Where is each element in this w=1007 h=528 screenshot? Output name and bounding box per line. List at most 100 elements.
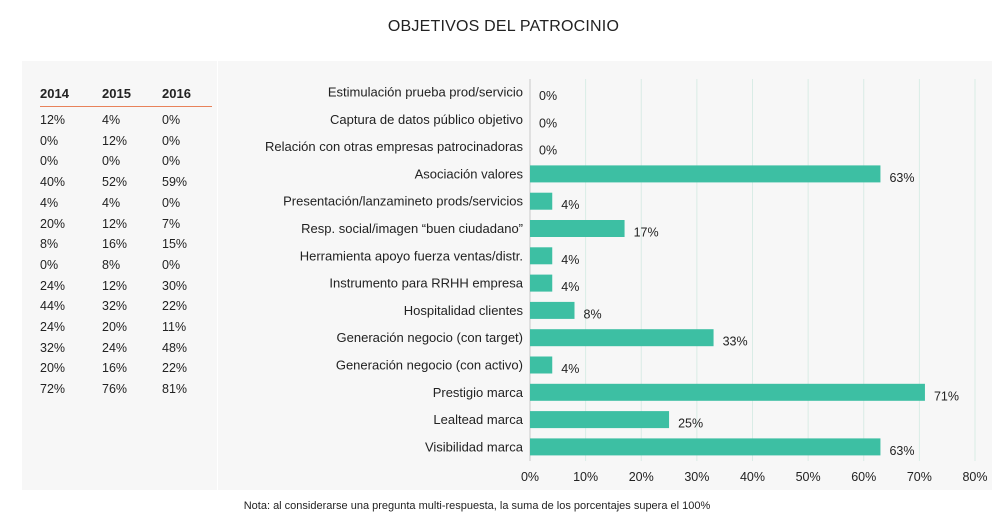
table-row: 8% 16% 15%: [40, 237, 212, 258]
header-2015: 2015: [102, 86, 131, 101]
header-2014: 2014: [40, 86, 69, 101]
table-cell: 4%: [102, 113, 121, 127]
table-row: 24% 12% 30%: [40, 279, 212, 300]
data-label: 4%: [561, 280, 579, 294]
chart-title: OBJETIVOS DEL PATROCINIO: [387, 18, 620, 35]
category-label: Generación negocio (con activo): [336, 358, 523, 373]
table-cell: 52%: [102, 175, 128, 190]
category-label: Herramienta apoyo fuerza ventas/distr.: [300, 248, 523, 263]
table-cell: 22%: [162, 361, 188, 376]
table-cell: 22%: [162, 299, 188, 314]
x-tick-label: 10%: [573, 470, 598, 484]
header-2016: 2016: [162, 86, 191, 101]
data-label: 17%: [634, 226, 659, 240]
category-label: Instrumento para RRHH empresa: [329, 276, 523, 291]
table-cell: 15%: [162, 237, 188, 252]
data-label: 0%: [539, 144, 557, 158]
table-cell: 0%: [40, 154, 59, 169]
table-cell: 0%: [162, 154, 181, 169]
table-cell: 24%: [40, 278, 66, 293]
table-row: 20% 16% 22%: [40, 361, 212, 382]
table-cell: 0%: [162, 195, 181, 210]
bar: [530, 220, 625, 237]
x-tick-label: 0%: [521, 470, 539, 484]
data-label: 71%: [934, 389, 959, 403]
table-cell: 12%: [102, 216, 128, 231]
table-cell: 0%: [162, 133, 181, 148]
bar: [530, 411, 670, 429]
table-cell: 81%: [162, 382, 188, 397]
category-label: Asociación valores: [415, 166, 524, 181]
x-tick-label: 50%: [796, 470, 821, 484]
table-cell: 8%: [40, 237, 59, 252]
table-cell: 0%: [162, 113, 181, 127]
category-label: Visibilidad marca: [425, 439, 524, 454]
data-label: 63%: [889, 171, 914, 185]
table-cell: 20%: [102, 320, 128, 334]
table-cell: 16%: [102, 361, 128, 376]
category-label: Generación negocio (con target): [337, 330, 523, 345]
table-row: 72% 76% 81%: [40, 382, 212, 403]
table-cell: 0%: [162, 257, 181, 272]
table-cell: 8%: [102, 257, 121, 272]
table-cell: 32%: [40, 340, 66, 355]
table-cell: 12%: [40, 113, 66, 127]
table-cell: 0%: [40, 133, 59, 148]
bar: [530, 329, 714, 347]
table-cell: 20%: [40, 216, 66, 231]
table-row: 40% 52% 59%: [40, 175, 212, 196]
table-cell: 20%: [40, 361, 66, 376]
table-cell: 24%: [102, 340, 128, 355]
table-cell: 12%: [102, 278, 128, 293]
data-label: 25%: [678, 417, 703, 431]
bar: [530, 438, 881, 456]
category-label: Hospitalidad clientes: [404, 303, 524, 318]
x-tick-label: 70%: [907, 470, 932, 484]
table-row: 12% 4% 0%: [40, 113, 212, 134]
table-row: 0% 8% 0%: [40, 258, 212, 279]
table-row: 4% 4% 0%: [40, 196, 212, 217]
table-row: 44% 32% 22%: [40, 299, 212, 320]
footnote: Nota: al considerarse una pregunta multi…: [243, 500, 711, 512]
table-cell: 30%: [162, 278, 188, 293]
table-cell: 72%: [40, 382, 66, 397]
category-label: Prestigio marca: [433, 385, 524, 400]
bar: [530, 165, 881, 183]
table-cell: 0%: [102, 154, 121, 169]
category-label: Lealtead marca: [433, 412, 523, 427]
data-label: 0%: [539, 116, 557, 130]
table-header: 2014 2015 2016: [40, 86, 212, 107]
table-row: 0% 12% 0%: [40, 134, 212, 155]
x-tick-label: 30%: [684, 470, 709, 484]
data-label: 4%: [561, 362, 579, 376]
bar: [530, 383, 925, 401]
table-cell: 12%: [102, 133, 128, 148]
bar: [530, 274, 553, 292]
table-cell: 40%: [40, 175, 66, 190]
table-cell: 4%: [40, 195, 59, 210]
table-cell: 32%: [102, 299, 128, 314]
table-row: 0% 0% 0%: [40, 154, 212, 175]
table-row: 32% 24% 48%: [40, 341, 212, 362]
data-label: 8%: [584, 307, 602, 321]
chart-panel: 0% 10% 20% 30% 40% 50% 60% 70% 80% Estimulación p…: [218, 61, 992, 490]
table-row: 20% 12% 7%: [40, 217, 212, 238]
data-label: 63%: [889, 444, 914, 458]
bar: [530, 301, 575, 319]
table-cell: 7%: [162, 216, 181, 231]
bar: [530, 247, 553, 265]
x-tick-label: 20%: [629, 470, 654, 484]
data-table-panel: 2014 2015 2016 12% 4% 0% 0% 12% 0% 0% 0% 0% 40% 52…: [22, 61, 217, 490]
x-tick-label: 80%: [962, 470, 987, 484]
x-tick-label: 40%: [740, 470, 765, 484]
table-cell: 11%: [162, 320, 187, 334]
category-label: Presentación/lanzamineto prods/servicios: [283, 194, 523, 209]
table-cell: 44%: [40, 299, 66, 314]
data-label: 0%: [539, 89, 557, 103]
table-row: 24% 20% 11%: [40, 320, 212, 341]
data-label: 4%: [561, 198, 579, 212]
bar-chart: 0% 10% 20% 30% 40% 50% 60% 70% 80% Estimulación p…: [265, 79, 988, 484]
bar: [530, 192, 553, 210]
table-cell: 0%: [40, 257, 59, 272]
table-cell: 48%: [162, 340, 188, 355]
